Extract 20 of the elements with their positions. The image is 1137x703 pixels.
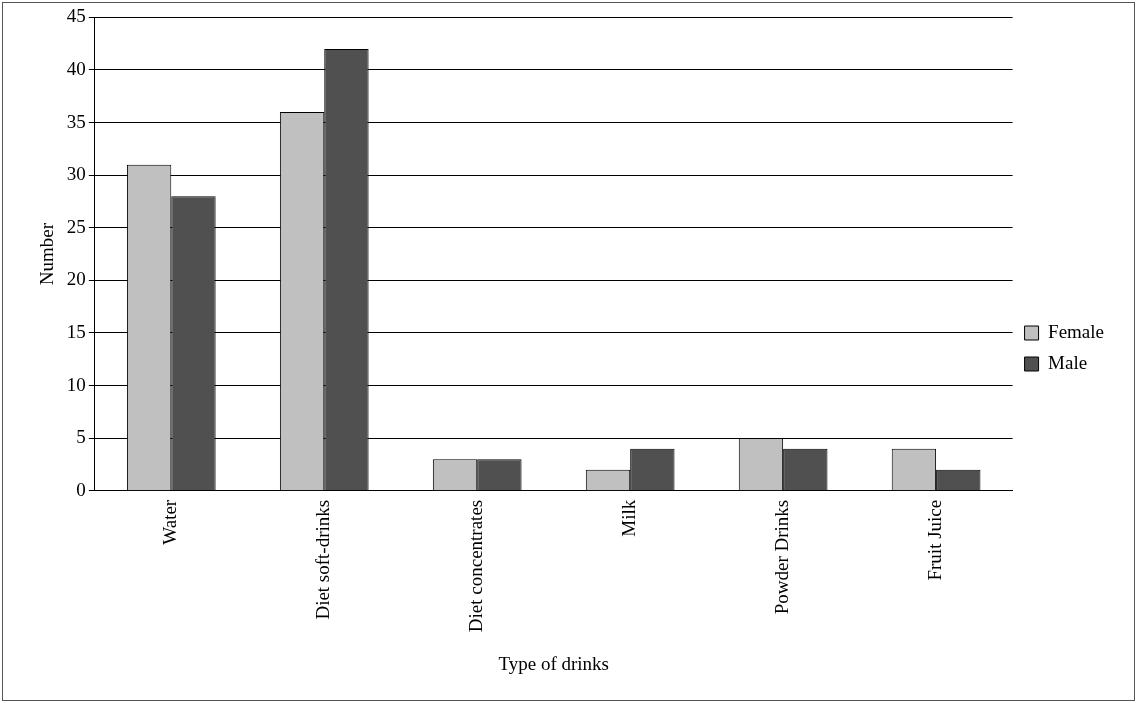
legend-label: Male [1048,351,1088,373]
y-tick-label: 25 [66,215,86,237]
y-axis-title: Number [36,222,58,286]
x-tick-label: Powder Drinks [771,499,793,615]
y-tick-label: 20 [66,268,86,290]
y-tick-label: 15 [66,320,86,342]
x-axis-title: Type of drinks [498,652,609,674]
y-tick-label: 45 [66,5,86,27]
x-tick-label: Milk [618,499,640,537]
y-tick-label: 40 [66,57,86,79]
y-tick-label: 0 [76,478,86,500]
x-tick-label: Fruit Juice [924,499,946,581]
y-tick-label: 10 [66,373,86,395]
x-tick-label: Diet soft-drinks [312,499,334,620]
x-tick-label: Diet concentrates [465,499,487,633]
y-tick-label: 30 [66,163,86,185]
x-tick-label: Water [159,499,181,545]
y-tick-label: 35 [66,110,86,132]
y-tick-label: 5 [76,426,86,448]
legend-label: Female [1048,320,1105,342]
